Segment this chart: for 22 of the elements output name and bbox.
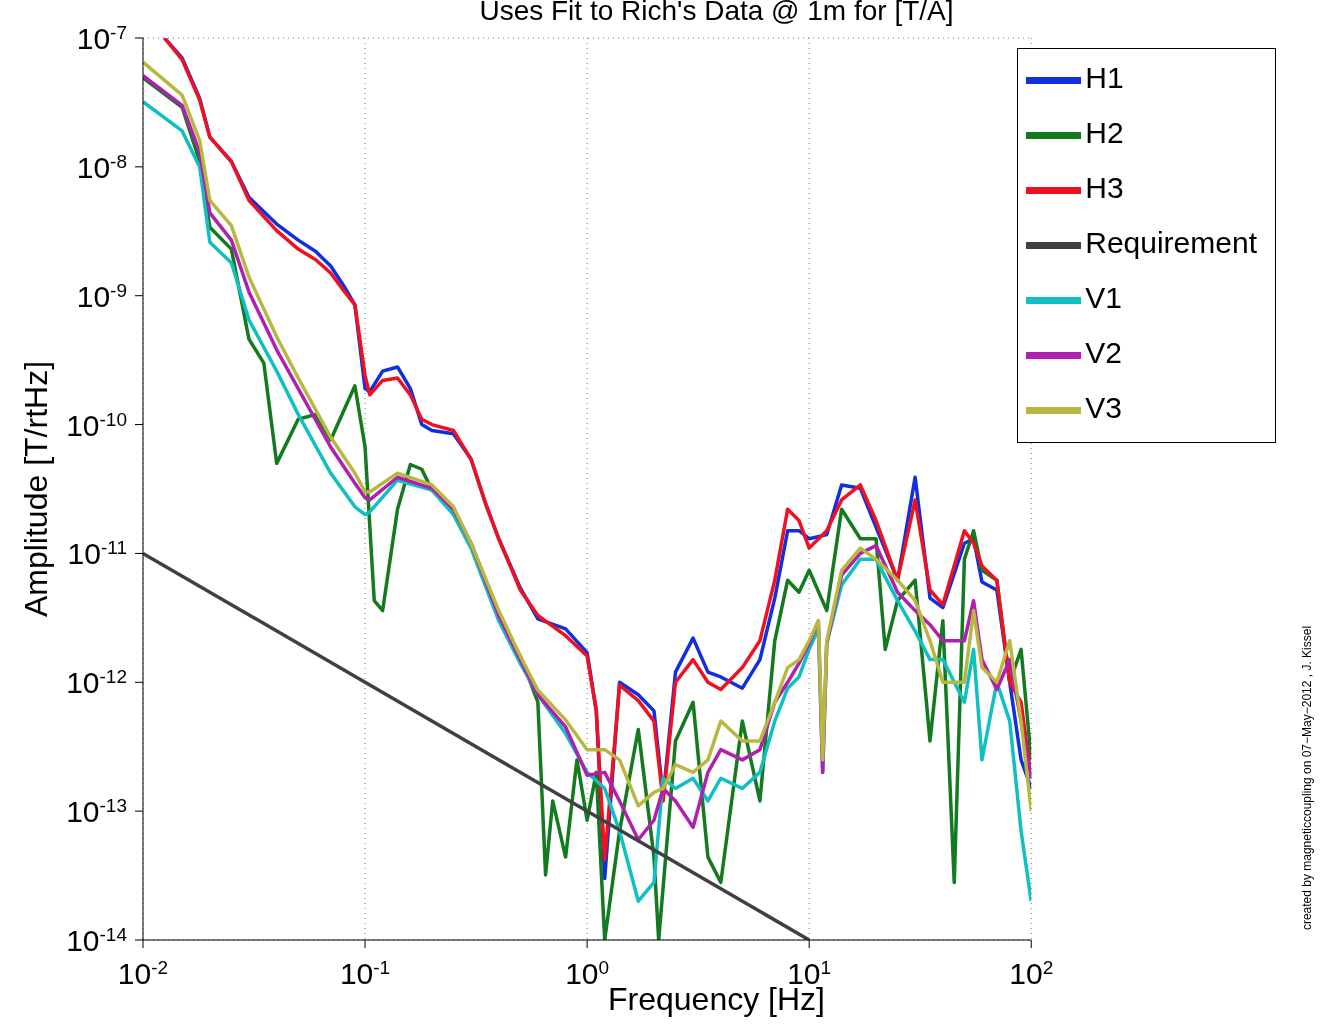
y-tick-label: 10$^{-13}$ [66, 794, 127, 829]
text: created by magneticcoupling on 07−May−2012 , J. Kissel [1300, 625, 1314, 931]
legend-label: H1 [1085, 61, 1124, 95]
legend-label: V3 [1085, 391, 1122, 425]
y-tick-label: 10$^{-12}$ [66, 665, 127, 700]
y-tick-label: 10$^{-10}$ [66, 408, 127, 442]
y-tick-label: 10$^{-14}$ [66, 923, 128, 957]
legend-label: H3 [1085, 171, 1124, 205]
y-tick-label: 10$^{-9}$ [76, 279, 127, 313]
x-tick-label: 10$^{-2}$ [117, 956, 169, 990]
legend-label: V1 [1085, 281, 1122, 315]
x-tick-label: 10$^{-1}$ [339, 956, 391, 990]
legend-label: V2 [1085, 336, 1122, 370]
legend-label: Requirement [1085, 226, 1257, 260]
y-tick-label: 10$^{-8}$ [76, 150, 127, 184]
legend-label: H2 [1085, 116, 1124, 150]
chart-title: Uses Fit to Rich's Data @ 1m for [T/A] [478, 0, 955, 26]
y-tick-label: 10$^{-11}$ [67, 536, 127, 571]
x-tick-label: 10$^{2}$ [1009, 956, 1054, 990]
x-tick-label: 10$^{0}$ [565, 956, 610, 990]
y-axis-title: Amplitude [T/rtHz] [17, 360, 55, 618]
y-tick-label: 10$^{-7}$ [76, 21, 127, 55]
